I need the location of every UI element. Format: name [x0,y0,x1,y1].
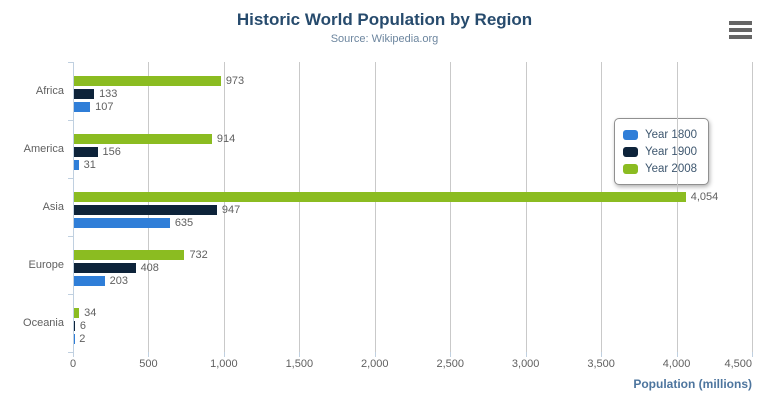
x-axis-tick [299,352,301,357]
bar-year-1900[interactable] [74,147,98,157]
y-axis-tick [68,62,73,63]
x-axis-tick [752,352,753,357]
gridline [752,62,753,352]
legend-label: Year 2008 [645,162,698,175]
bar-value-label: 31 [83,159,96,171]
legend-swatch-icon [623,129,638,140]
bar-year-2008[interactable] [74,250,185,260]
bar-value-label: 732 [189,249,208,261]
gridline [676,62,678,352]
bar-year-1800[interactable] [74,160,79,170]
bar-value-label: 6 [79,320,87,332]
x-axis-tick [676,352,678,357]
x-axis-tick [73,352,74,357]
x-tick-label: 3,500 [587,358,615,370]
bar-value-label: 203 [109,275,128,287]
x-axis-tick [223,352,225,357]
bar-year-1900[interactable] [74,321,75,331]
x-axis-tick [148,352,150,357]
bar-value-label: 408 [140,262,159,274]
category-label: Africa [35,85,64,97]
y-axis-tick [68,120,73,121]
bar-year-1900[interactable] [74,205,217,215]
gridline [601,62,603,352]
y-axis-line [73,62,74,352]
x-tick-label: 4,000 [662,358,691,370]
bar-value-label: 973 [225,75,245,87]
x-axis-tick [601,352,603,357]
x-tick-label: 2,500 [436,358,464,370]
x-tick-label: 2,000 [361,358,389,370]
x-tick-label: 1,000 [210,358,238,370]
category-label: Oceania [23,317,64,329]
legend-item-year-1800[interactable]: Year 1800 [623,126,697,143]
x-tick-label: 0 [69,358,77,370]
legend-swatch-icon [623,146,638,157]
bar-year-1800[interactable] [74,218,170,228]
x-tick-label: 4,500 [724,358,752,370]
y-axis-tick [68,236,73,237]
legend: Year 1800 Year 1900 Year 2008 [614,118,710,185]
y-axis-tick [68,352,73,353]
bar-year-2008[interactable] [74,308,80,318]
x-tick-label: 3,000 [511,358,540,370]
x-axis-tick [374,352,376,357]
bar-value-label: 156 [102,146,121,158]
legend-item-year-2008[interactable]: Year 2008 [623,160,697,177]
x-tick-label: 1,500 [285,358,314,370]
chart-subtitle: Source: Wikipedia.org [330,33,439,45]
bar-value-label: 107 [95,101,114,113]
gridline [450,62,452,352]
hamburger-menu-icon [729,35,752,39]
bar-value-label: 133 [99,88,118,100]
gridline [374,62,376,352]
gridline [223,62,225,352]
legend-item-year-1900[interactable]: Year 1900 [623,143,697,160]
bar-year-2008[interactable] [74,134,212,144]
legend-label: Year 1800 [645,128,698,141]
bar-value-label: 635 [174,217,194,229]
x-axis-title: Population (millions) [633,377,752,391]
bar-year-2008[interactable] [74,192,686,202]
hamburger-menu-icon [729,28,752,32]
legend-swatch-icon [623,163,638,174]
x-tick-label: 500 [139,358,158,370]
category-label: America [23,143,64,155]
bar-year-1900[interactable] [74,89,95,99]
gridline [299,62,301,352]
export-menu-button[interactable] [729,21,752,39]
bar-year-1800[interactable] [74,276,105,286]
bar-value-label: 34 [84,307,97,319]
gridline [525,62,527,352]
bar-value-label: 4,054 [690,191,719,203]
x-axis-tick [450,352,452,357]
bar-year-1800[interactable] [74,102,91,112]
bar-year-1900[interactable] [74,263,136,273]
y-axis-tick [68,294,73,295]
x-axis-tick [525,352,527,357]
y-axis-tick [68,178,73,179]
bar-value-label: 914 [216,133,236,145]
bar-year-2008[interactable] [74,76,221,86]
category-label: Asia [42,201,64,213]
chart-title: Historic World Population by Region [236,10,533,29]
hamburger-menu-icon [729,21,752,25]
category-label: Europe [28,259,64,271]
bar-value-label: 947 [221,204,241,216]
legend-label: Year 1900 [645,145,698,158]
bar-value-label: 2 [79,333,86,345]
